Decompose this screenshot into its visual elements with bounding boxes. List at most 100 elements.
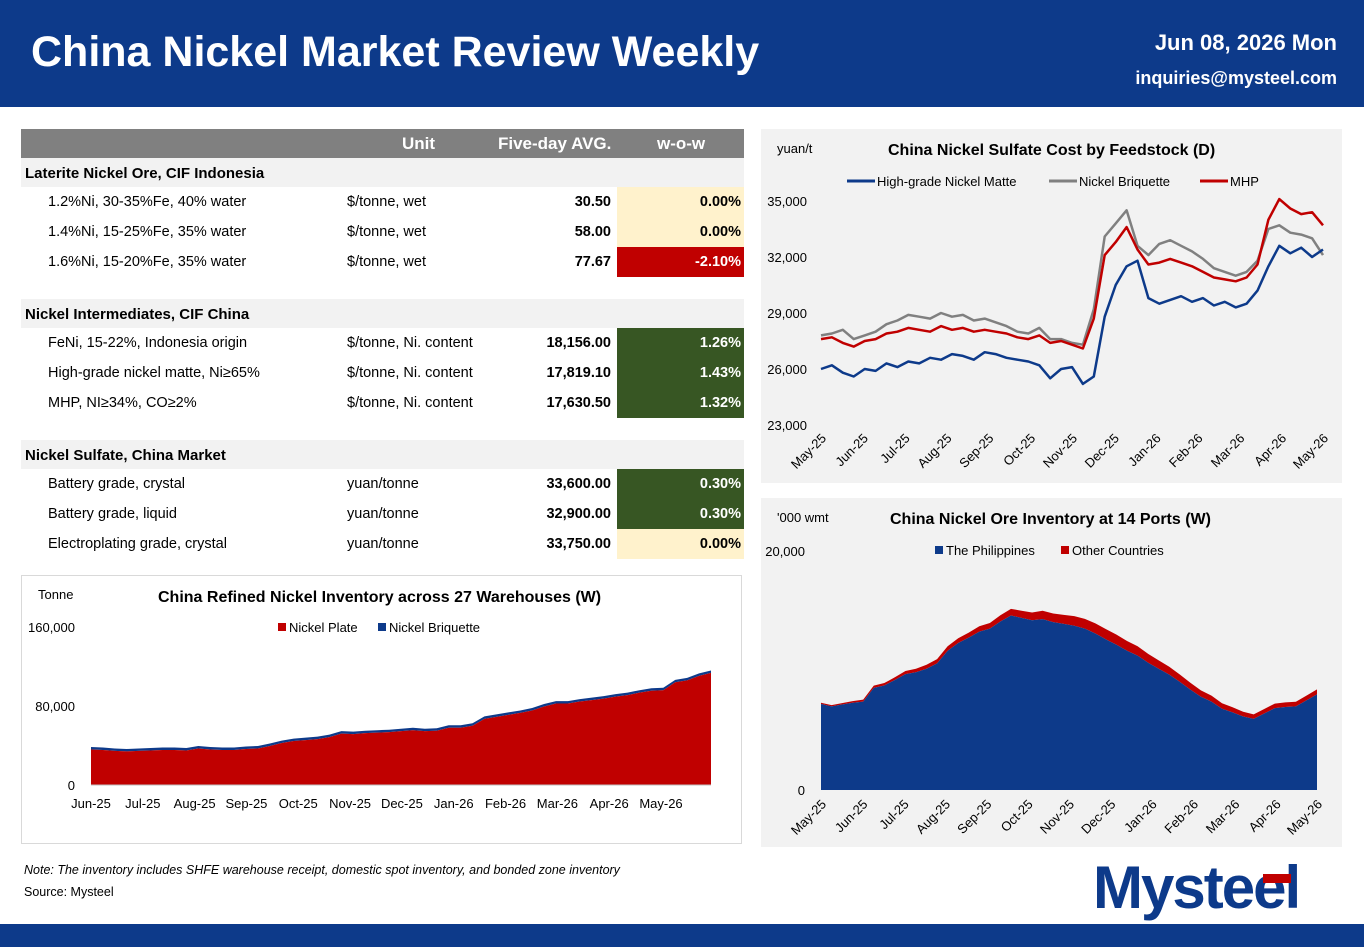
x-tick-label: Nov-25 bbox=[1040, 431, 1080, 471]
report-date: Jun 08, 2026 Mon bbox=[1154, 30, 1337, 55]
x-tick-label: Mar-26 bbox=[537, 796, 578, 811]
y-tick-label: 0 bbox=[798, 783, 805, 798]
x-tick-label: Dec-25 bbox=[1082, 431, 1122, 471]
report-title: China Nickel Market Review Weekly bbox=[31, 28, 760, 76]
y-tick-label: 160,000 bbox=[28, 620, 75, 635]
row-avg: 18,156.00 bbox=[546, 335, 611, 351]
table-row: Electroplating grade, crystal yuan/tonne… bbox=[21, 529, 744, 559]
series-line-nickel-briquette bbox=[820, 209, 1325, 346]
row-avg: 33,600.00 bbox=[546, 476, 611, 492]
table-row: 1.4%Ni, 15-25%Fe, 35% water $/tonne, wet… bbox=[21, 217, 744, 247]
table-row: MHP, NI≥34%, CO≥2% $/tonne, Ni. content … bbox=[21, 388, 744, 418]
legend-swatch bbox=[278, 623, 286, 631]
row-avg: 17,630.50 bbox=[546, 395, 611, 411]
logo-accent bbox=[1263, 874, 1291, 883]
x-tick-label: Apr-26 bbox=[1246, 797, 1284, 835]
row-avg: 30.50 bbox=[574, 194, 611, 210]
refined-inventory-panel: China Refined Nickel Inventory across 27… bbox=[21, 575, 742, 844]
table-row: Battery grade, crystal yuan/tonne 33,600… bbox=[21, 469, 744, 499]
series-line-mhp bbox=[820, 197, 1324, 350]
logo-text: Mysteel bbox=[1093, 854, 1299, 921]
legend-label: Other Countries bbox=[1072, 543, 1164, 558]
table-header: Unit Five-day AVG. w-o-w bbox=[21, 129, 744, 158]
y-tick-label: 29,000 bbox=[767, 306, 807, 321]
table-row: 1.6%Ni, 15-20%Fe, 35% water $/tonne, wet… bbox=[21, 247, 744, 277]
x-tick-label: Oct-25 bbox=[1000, 431, 1038, 469]
sulfate-cost-panel: China Nickel Sulfate Cost by Feedstock (… bbox=[761, 129, 1342, 483]
chart-title: China Nickel Ore Inventory at 14 Ports (… bbox=[890, 511, 1211, 528]
row-wow: 1.32% bbox=[617, 388, 744, 418]
x-tick-label: Aug-25 bbox=[914, 431, 954, 471]
row-wow: 0.30% bbox=[617, 499, 744, 529]
y-axis-label: '000 wmt bbox=[777, 510, 829, 525]
row-name: MHP, NI≥34%, CO≥2% bbox=[48, 395, 197, 411]
legend-label: Nickel Plate bbox=[289, 620, 358, 635]
x-tick-label: Jul-25 bbox=[125, 796, 160, 811]
row-name: 1.4%Ni, 15-25%Fe, 35% water bbox=[48, 224, 247, 240]
x-tick-label: May-25 bbox=[788, 797, 829, 838]
x-tick-label: Dec-25 bbox=[381, 796, 423, 811]
x-tick-label: Feb-26 bbox=[1161, 797, 1201, 837]
x-tick-label: Aug-25 bbox=[174, 796, 216, 811]
y-axis-label: yuan/t bbox=[777, 141, 813, 156]
x-tick-label: Jan-26 bbox=[1125, 431, 1164, 470]
x-tick-label: Nov-25 bbox=[329, 796, 371, 811]
row-wow: 0.00% bbox=[617, 529, 744, 559]
row-wow: 1.26% bbox=[617, 328, 744, 358]
refined-inventory-chart: China Refined Nickel Inventory across 27… bbox=[28, 587, 711, 811]
row-wow: 0.00% bbox=[617, 187, 744, 217]
x-tick-label: May-25 bbox=[788, 431, 829, 472]
x-tick-label: May-26 bbox=[639, 796, 682, 811]
table-row: Battery grade, liquid yuan/tonne 32,900.… bbox=[21, 499, 744, 529]
row-avg: 32,900.00 bbox=[546, 506, 611, 522]
row-name: Battery grade, crystal bbox=[48, 476, 185, 492]
x-tick-label: Feb-26 bbox=[1166, 431, 1206, 471]
series-area-nickel-plate bbox=[91, 672, 711, 785]
x-tick-label: Jun-25 bbox=[71, 796, 111, 811]
legend-label: The Philippines bbox=[946, 543, 1035, 558]
source-line: Source: Mysteel bbox=[24, 885, 114, 899]
contact-email[interactable]: inquiries@mysteel.com bbox=[1135, 68, 1337, 88]
row-name: High-grade nickel matte, Ni≥65% bbox=[48, 365, 260, 381]
row-unit: $/tonne, Ni. content bbox=[347, 335, 473, 351]
row-unit: $/tonne, wet bbox=[347, 254, 426, 270]
inventory-note: Note: The inventory includes SHFE wareho… bbox=[24, 863, 620, 877]
chart-title: China Refined Nickel Inventory across 27… bbox=[158, 589, 601, 606]
row-avg: 77.67 bbox=[574, 254, 611, 270]
sulfate-cost-chart: China Nickel Sulfate Cost by Feedstock (… bbox=[767, 141, 1331, 472]
x-tick-label: Feb-26 bbox=[485, 796, 526, 811]
table-row: High-grade nickel matte, Ni≥65% $/tonne,… bbox=[21, 358, 744, 388]
x-tick-label: Sep-25 bbox=[956, 431, 996, 471]
x-tick-label: Apr-26 bbox=[1251, 431, 1289, 469]
footer-bar bbox=[0, 924, 1364, 947]
x-tick-label: Nov-25 bbox=[1037, 797, 1077, 837]
section-title: Laterite Nickel Ore, CIF Indonesia bbox=[21, 158, 744, 187]
mysteel-logo: Mysteel bbox=[1093, 854, 1301, 921]
section-title: Nickel Intermediates, CIF China bbox=[21, 299, 744, 328]
table-row: FeNi, 15-22%, Indonesia origin $/tonne, … bbox=[21, 328, 744, 358]
y-tick-label: 32,000 bbox=[767, 250, 807, 265]
row-name: 1.2%Ni, 30-35%Fe, 40% water bbox=[48, 194, 247, 210]
row-wow: 0.30% bbox=[617, 469, 744, 499]
x-tick-label: Jan-26 bbox=[434, 796, 474, 811]
row-wow: -2.10% bbox=[617, 247, 744, 277]
legend-swatch bbox=[378, 623, 386, 631]
row-wow: 0.00% bbox=[617, 217, 744, 247]
y-axis-label: Tonne bbox=[38, 587, 73, 602]
x-tick-label: Oct-25 bbox=[279, 796, 318, 811]
legend-swatch bbox=[935, 546, 943, 554]
series-line-high-grade-nickel-matte bbox=[820, 244, 1324, 386]
x-tick-label: Mar-26 bbox=[1203, 797, 1243, 837]
x-tick-label: Oct-25 bbox=[998, 797, 1036, 835]
col-avg: Five-day AVG. bbox=[498, 134, 612, 153]
y-tick-label: 80,000 bbox=[35, 699, 75, 714]
col-unit: Unit bbox=[402, 134, 436, 153]
row-wow: 1.43% bbox=[617, 358, 744, 388]
legend-label: Nickel Briquette bbox=[389, 620, 480, 635]
x-tick-label: Sep-25 bbox=[954, 797, 994, 837]
row-unit: $/tonne, wet bbox=[347, 224, 426, 240]
row-unit: yuan/tonne bbox=[347, 476, 419, 492]
x-tick-label: Jan-26 bbox=[1121, 797, 1160, 836]
row-unit: $/tonne, Ni. content bbox=[347, 365, 473, 381]
legend-label: MHP bbox=[1230, 174, 1259, 189]
